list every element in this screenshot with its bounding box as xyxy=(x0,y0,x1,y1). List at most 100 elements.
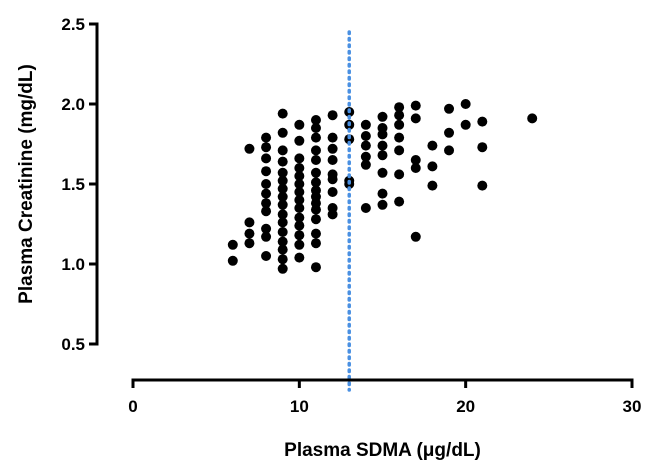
data-point xyxy=(294,212,305,223)
y-tick-label: 2.0 xyxy=(61,95,85,114)
data-point xyxy=(394,132,405,143)
y-tick-label: 0.5 xyxy=(61,335,85,354)
data-point xyxy=(277,199,288,210)
data-point xyxy=(277,227,288,237)
data-point xyxy=(377,111,388,122)
data-point xyxy=(310,167,321,178)
data-point xyxy=(310,262,321,273)
data-point xyxy=(394,102,405,113)
data-point xyxy=(360,159,371,170)
x-axis-ticks: 0 10 20 30 xyxy=(128,380,641,416)
data-point xyxy=(261,198,272,209)
data-point xyxy=(310,115,321,125)
data-point xyxy=(527,113,538,124)
y-tick-label: 1.0 xyxy=(61,255,85,274)
data-point xyxy=(277,108,288,119)
data-point xyxy=(294,179,305,189)
data-point xyxy=(277,191,288,202)
data-point xyxy=(377,167,388,178)
data-point xyxy=(294,239,305,250)
x-tick-label: 0 xyxy=(128,397,137,416)
data-point xyxy=(477,116,488,127)
data-point xyxy=(327,155,338,165)
data-point xyxy=(294,187,305,197)
data-point xyxy=(277,217,288,228)
data-point xyxy=(360,203,371,213)
data-point xyxy=(277,183,288,194)
data-point xyxy=(277,263,288,274)
data-point xyxy=(277,167,288,178)
data-point xyxy=(377,129,388,140)
data-point xyxy=(294,135,305,146)
data-point xyxy=(310,214,321,225)
data-point xyxy=(310,132,321,143)
data-point xyxy=(277,156,288,167)
data-point xyxy=(377,199,388,210)
data-point xyxy=(427,140,438,151)
data-point xyxy=(444,127,455,138)
data-point xyxy=(277,145,288,156)
data-point xyxy=(294,195,305,205)
data-point xyxy=(477,180,488,191)
y-tick-label: 1.5 xyxy=(61,175,85,194)
data-point xyxy=(427,161,438,172)
x-axis-title: Plasma SDMA (μg/dL) xyxy=(284,440,481,461)
data-point xyxy=(294,153,305,164)
data-point xyxy=(327,187,338,197)
data-point xyxy=(477,142,488,153)
data-point xyxy=(460,99,471,109)
data-point xyxy=(261,231,272,242)
x-tick-label: 30 xyxy=(623,397,642,416)
data-point xyxy=(294,220,305,231)
data-point xyxy=(227,239,238,250)
data-point xyxy=(327,132,338,143)
data-point xyxy=(261,153,272,164)
data-point xyxy=(327,110,338,121)
data-point xyxy=(360,140,371,151)
data-point xyxy=(261,251,272,261)
data-point xyxy=(410,113,421,124)
data-point xyxy=(277,175,288,186)
data-point xyxy=(244,143,255,154)
data-point xyxy=(444,145,455,156)
data-point xyxy=(310,228,321,239)
data-point xyxy=(394,145,405,156)
data-point xyxy=(294,163,305,173)
data-point xyxy=(294,119,305,130)
data-point xyxy=(261,166,272,177)
data-point xyxy=(327,174,338,185)
data-point xyxy=(360,119,371,130)
data-point xyxy=(410,163,421,173)
data-point xyxy=(294,252,305,263)
data-point xyxy=(244,228,255,239)
data-point xyxy=(310,238,321,249)
data-point xyxy=(261,142,272,153)
data-point xyxy=(310,123,321,133)
data-point xyxy=(444,103,455,114)
y-axis-ticks: 0.5 1.0 1.5 2.0 2.5 xyxy=(61,15,97,354)
data-point xyxy=(244,217,255,228)
data-point xyxy=(377,140,388,151)
data-point xyxy=(360,151,371,162)
data-point xyxy=(244,238,255,249)
data-point xyxy=(261,132,272,143)
data-point xyxy=(277,127,288,138)
y-axis-title: Plasma Creatinine (mg/dL) xyxy=(16,64,37,304)
data-point xyxy=(360,131,371,141)
data-point xyxy=(277,236,288,247)
data-point xyxy=(261,223,272,234)
data-point xyxy=(377,188,388,199)
data-point xyxy=(327,209,338,220)
data-point xyxy=(427,180,438,191)
data-point xyxy=(327,143,338,154)
data-point xyxy=(460,119,471,130)
data-point xyxy=(310,155,321,165)
data-point xyxy=(277,254,288,265)
data-point xyxy=(261,179,272,189)
data-point xyxy=(310,204,321,215)
data-point xyxy=(310,177,321,188)
data-point xyxy=(410,231,421,242)
x-tick-label: 20 xyxy=(456,397,475,416)
data-point xyxy=(227,255,238,266)
